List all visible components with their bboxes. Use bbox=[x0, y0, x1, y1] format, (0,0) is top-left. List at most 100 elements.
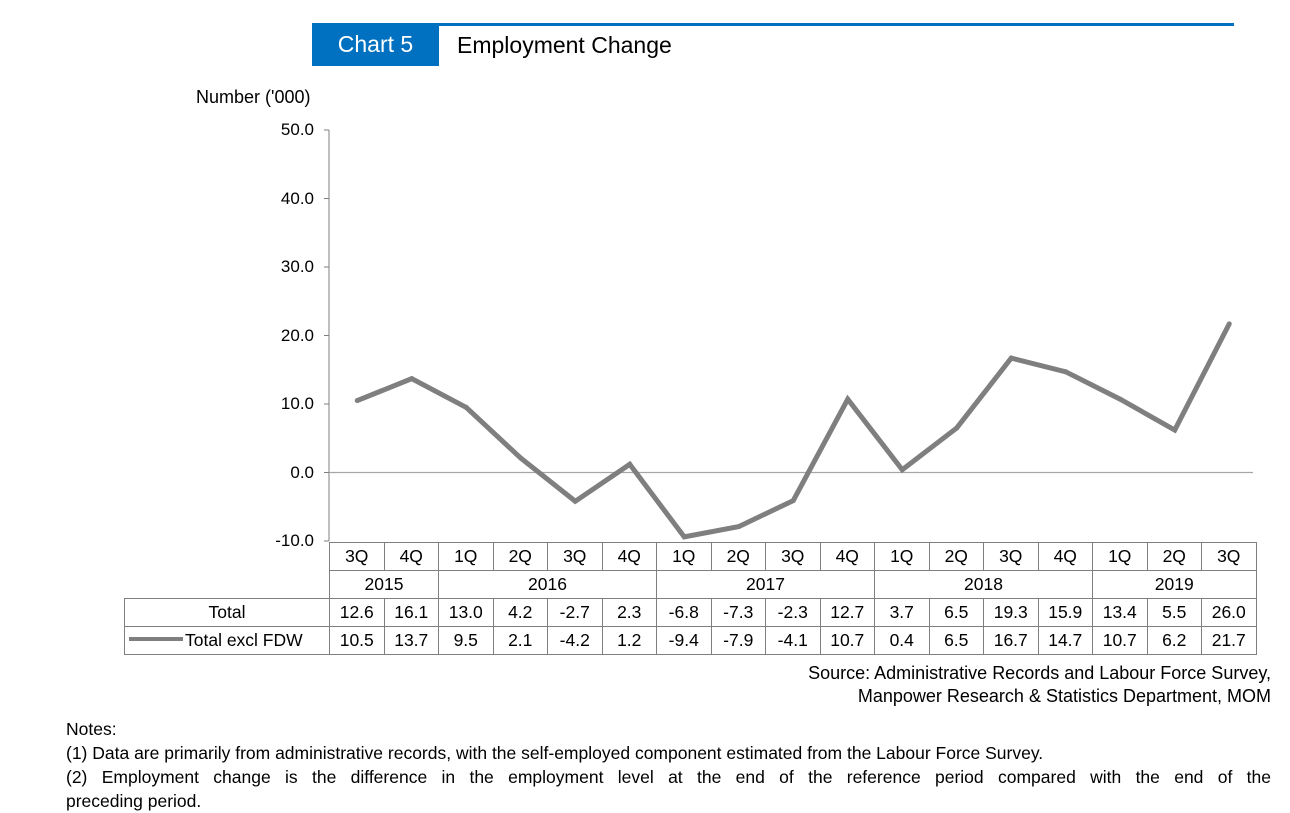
quarter-label: 4Q bbox=[383, 542, 439, 571]
data-point bbox=[845, 396, 851, 402]
quarter-label: 3Q bbox=[329, 542, 385, 571]
data-value-cell: 6.5 bbox=[928, 626, 984, 655]
quarter-label: 3Q bbox=[547, 542, 603, 571]
year-label: 2019 bbox=[1092, 570, 1257, 599]
quarter-label: 2Q bbox=[492, 542, 548, 571]
data-value-cell: 5.5 bbox=[1146, 598, 1202, 627]
data-point bbox=[409, 376, 415, 382]
quarter-label: 2Q bbox=[1146, 542, 1202, 571]
data-value-cell: 13.0 bbox=[438, 598, 494, 627]
data-value-cell: 10.7 bbox=[1092, 626, 1148, 655]
data-value-cell: 12.6 bbox=[329, 598, 385, 627]
chart-title: Employment Change bbox=[457, 32, 672, 58]
header-rule bbox=[438, 23, 1234, 26]
data-point bbox=[790, 498, 796, 504]
data-value-cell: 0.4 bbox=[874, 626, 930, 655]
note-2: (2) Employment change is the difference … bbox=[66, 767, 1271, 787]
legend-line-swatch bbox=[129, 637, 183, 642]
notes: Notes: (1) Data are primarily from admin… bbox=[66, 717, 1271, 813]
data-point bbox=[572, 498, 578, 504]
data-value-cell: 21.7 bbox=[1201, 626, 1257, 655]
data-value-cell: 10.5 bbox=[329, 626, 385, 655]
y-tick-label: 10.0 bbox=[280, 394, 314, 413]
quarter-label: 4Q bbox=[601, 542, 657, 571]
series-name: Total bbox=[208, 602, 246, 622]
quarter-label: 4Q bbox=[819, 542, 875, 571]
data-value-cell: -2.3 bbox=[765, 598, 821, 627]
data-value-cell: 15.9 bbox=[1037, 598, 1093, 627]
quarter-label: 3Q bbox=[765, 542, 821, 571]
data-value-cell: 16.7 bbox=[983, 626, 1039, 655]
data-value-cell: 13.4 bbox=[1092, 598, 1148, 627]
quarter-label: 3Q bbox=[1201, 542, 1257, 571]
data-point bbox=[736, 524, 742, 530]
year-row: 2015 2016 2017 2018 2019 bbox=[124, 570, 1257, 599]
quarter-label: 1Q bbox=[438, 542, 494, 571]
data-value-cell: 13.7 bbox=[383, 626, 439, 655]
quarter-label: 4Q bbox=[1037, 542, 1093, 571]
data-value-cell: 2.3 bbox=[601, 598, 657, 627]
table-row: Total excl FDW 10.5 13.7 9.5 2.1 -4.2 1.2 -9.4-… bbox=[124, 626, 1257, 655]
data-value-cell: 9.5 bbox=[438, 626, 494, 655]
data-point bbox=[1117, 396, 1123, 402]
quarter-row: 3Q 4Q 1Q 2Q 3Q 4Q 1Q 2Q 3Q 4Q 1Q 2Q 3Q 4Q 1Q 2Q 3Q bbox=[124, 542, 1257, 571]
y-tick-label: 30.0 bbox=[280, 257, 314, 276]
data-value-cell: 1.2 bbox=[601, 626, 657, 655]
data-point bbox=[1172, 427, 1178, 433]
year-label: 2015 bbox=[329, 570, 439, 599]
data-value-cell: 6.2 bbox=[1146, 626, 1202, 655]
data-value-cell: -7.3 bbox=[710, 598, 766, 627]
data-point bbox=[463, 404, 469, 410]
quarter-label: 1Q bbox=[874, 542, 930, 571]
quarter-label: 3Q bbox=[983, 542, 1039, 571]
series-name: Total excl FDW bbox=[185, 630, 303, 650]
data-value-cell: 4.2 bbox=[492, 598, 548, 627]
data-table: 3Q 4Q 1Q 2Q 3Q 4Q 1Q 2Q 3Q 4Q 1Q 2Q 3Q 4Q 1Q 2Q 3Q 2015 20… bbox=[124, 542, 1257, 655]
data-value-cell: -4.1 bbox=[765, 626, 821, 655]
data-point bbox=[518, 455, 524, 461]
quarter-label: 2Q bbox=[928, 542, 984, 571]
y-axis-label: Number ('000) bbox=[196, 87, 311, 107]
data-value-cell: -9.4 bbox=[656, 626, 712, 655]
source-line-2: Manpower Research & Statistics Departmen… bbox=[857, 686, 1271, 706]
y-tick-label: 50.0 bbox=[280, 120, 314, 139]
data-point bbox=[681, 534, 687, 540]
y-tick-label: 0.0 bbox=[290, 462, 314, 482]
data-point bbox=[1226, 321, 1232, 327]
source-note: Source: Administrative Records and Labou… bbox=[808, 662, 1271, 708]
data-value-cell: 2.1 bbox=[492, 626, 548, 655]
chart-number-badge: Chart 5 bbox=[312, 23, 439, 66]
series-name-cell: Total excl FDW bbox=[124, 626, 330, 655]
data-value-cell: 19.3 bbox=[983, 598, 1039, 627]
data-value-cell: -6.8 bbox=[656, 598, 712, 627]
source-line-1: Source: Administrative Records and Labou… bbox=[808, 663, 1271, 683]
data-point bbox=[1063, 369, 1069, 375]
data-value-cell: -2.7 bbox=[547, 598, 603, 627]
year-label: 2017 bbox=[656, 570, 875, 599]
data-value-cell: 6.5 bbox=[928, 598, 984, 627]
quarter-label: 2Q bbox=[710, 542, 766, 571]
quarter-label: 1Q bbox=[656, 542, 712, 571]
data-point bbox=[954, 425, 960, 431]
quarter-label: 1Q bbox=[1092, 542, 1148, 571]
data-value-cell: 12.7 bbox=[819, 598, 875, 627]
data-value-cell: 10.7 bbox=[819, 626, 875, 655]
data-point bbox=[354, 398, 360, 404]
data-value-cell: 3.7 bbox=[874, 598, 930, 627]
data-value-cell: 14.7 bbox=[1037, 626, 1093, 655]
data-value-cell: 16.1 bbox=[383, 598, 439, 627]
y-tick-label: 20.0 bbox=[280, 325, 314, 345]
data-point bbox=[627, 461, 633, 467]
data-value-cell: -7.9 bbox=[710, 626, 766, 655]
data-point bbox=[899, 467, 905, 473]
series-name-cell: Total bbox=[124, 598, 330, 627]
data-value-cell: -4.2 bbox=[547, 626, 603, 655]
notes-heading: Notes: bbox=[66, 719, 117, 739]
note-1: (1) Data are primarily from administrati… bbox=[66, 743, 1044, 763]
data-point bbox=[1008, 355, 1014, 361]
table-corner bbox=[124, 570, 330, 599]
year-label: 2016 bbox=[438, 570, 657, 599]
year-label: 2018 bbox=[874, 570, 1093, 599]
data-value-cell: 26.0 bbox=[1201, 598, 1257, 627]
series-line-total-excl-fdw bbox=[356, 322, 1232, 540]
